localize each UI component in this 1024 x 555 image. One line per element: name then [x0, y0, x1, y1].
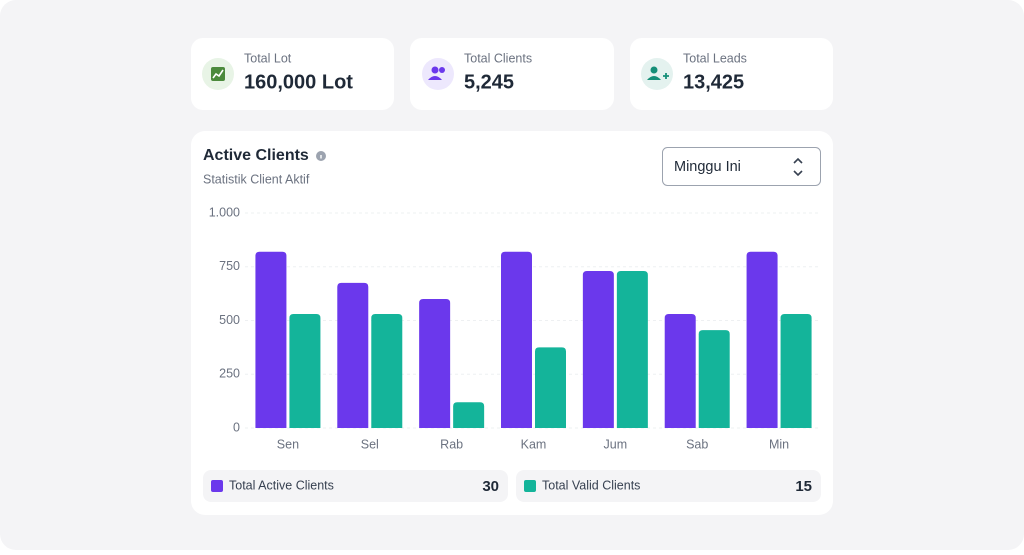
stat-icon-glyph	[647, 76, 661, 80]
y-tick-label: 0	[233, 420, 240, 434]
chart-title: Active Clients	[203, 147, 309, 164]
stat-icon-glyph	[439, 67, 445, 73]
chart-subtitle: Statistik Client Aktif	[203, 172, 310, 186]
bar	[616, 271, 648, 428]
stat-icon-glyph	[428, 76, 442, 80]
dropdown[interactable]	[662, 147, 821, 186]
stat-icon-glyph	[212, 69, 224, 79]
x-tick-label: Min	[769, 437, 789, 451]
stat-label: Total Leads	[683, 51, 747, 65]
bar	[535, 347, 566, 428]
stat-label: Total Lot	[244, 51, 292, 65]
bar	[337, 282, 369, 428]
bar	[255, 251, 287, 428]
stat-icon-glyph	[650, 66, 658, 74]
stat-card	[630, 38, 833, 110]
bar	[582, 271, 614, 428]
bar	[371, 314, 403, 428]
stat-icon	[641, 58, 673, 90]
y-tick-label: 1.000	[209, 205, 240, 219]
bar	[453, 402, 485, 428]
legend-swatch	[211, 480, 223, 492]
legend-box	[203, 470, 508, 502]
bar	[664, 314, 696, 428]
x-tick-label: Jum	[604, 437, 628, 451]
stat-value: 13,425	[683, 71, 744, 93]
x-tick-label: Rab	[440, 437, 463, 451]
stat-value: 160,000 Lot	[244, 71, 353, 93]
y-tick-label: 750	[219, 259, 240, 273]
bar	[419, 299, 451, 428]
info-icon-glyph	[320, 155, 322, 159]
x-tick-label: Sab	[686, 437, 708, 451]
stat-card	[410, 38, 614, 110]
bar	[501, 251, 532, 428]
bar	[780, 314, 812, 428]
stat-icon	[422, 58, 454, 90]
bar	[698, 330, 730, 428]
stat-icon-glyph	[431, 66, 439, 74]
dropdown-label[interactable]: Minggu Ini	[674, 159, 741, 175]
stat-icon-glyph	[211, 67, 225, 81]
legend-swatch	[524, 480, 536, 492]
x-tick-label: Sen	[277, 437, 299, 451]
stat-icon-glyph	[663, 73, 669, 79]
bar	[746, 251, 778, 428]
legend-total: 30	[482, 478, 499, 495]
stat-label: Total Clients	[464, 51, 532, 65]
stat-value: 5,245	[464, 71, 514, 93]
y-tick-label: 500	[219, 313, 240, 327]
x-tick-label: Sel	[361, 437, 379, 451]
legend-label: Total Valid Clients	[542, 478, 640, 492]
y-tick-label: 250	[219, 367, 240, 381]
x-tick-label: Kam	[521, 437, 547, 451]
stat-card	[191, 38, 394, 110]
dropdown-chevron[interactable]	[793, 157, 803, 177]
legend-label: Total Active Clients	[229, 478, 334, 492]
bar	[289, 314, 321, 428]
legend-total: 15	[795, 478, 812, 495]
legend-box	[516, 470, 821, 502]
